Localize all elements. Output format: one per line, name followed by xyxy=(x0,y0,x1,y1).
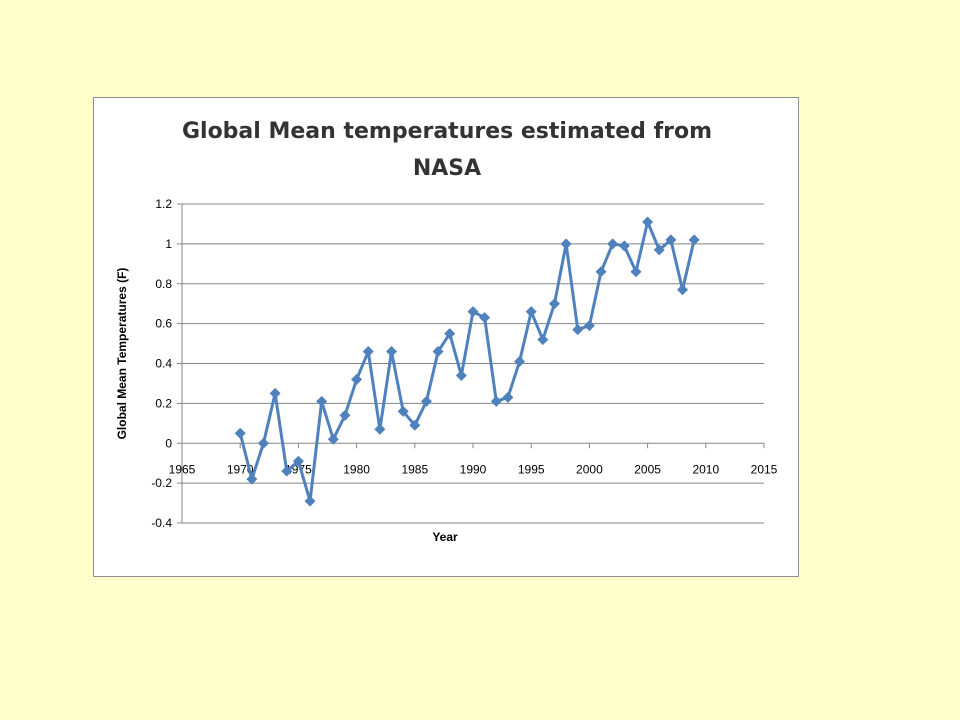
temperature-chart: Global Mean temperatures estimated from N… xyxy=(115,119,778,544)
chart-title: Global Mean temperatures estimated from N… xyxy=(182,119,712,181)
x-tick-label: 2000 xyxy=(576,462,603,476)
y-tick-label: 1 xyxy=(165,237,172,251)
x-tick-label: 1980 xyxy=(343,462,370,476)
x-tick-label: 1990 xyxy=(460,462,487,476)
chart-title-line: NASA xyxy=(413,156,481,181)
x-tick-label: 2015 xyxy=(751,462,778,476)
chart-frame: Global Mean temperatures estimated from N… xyxy=(93,97,799,577)
y-tick-label: -0.4 xyxy=(151,516,172,530)
y-tick-label: 0.2 xyxy=(155,396,172,410)
data-point-marker xyxy=(572,324,584,336)
data-point-marker xyxy=(502,391,514,403)
data-point-marker xyxy=(618,240,630,252)
y-tick-label: 0.6 xyxy=(155,317,172,331)
data-point-marker xyxy=(374,423,386,435)
data-point-marker xyxy=(257,437,269,449)
data-point-marker xyxy=(653,244,665,256)
y-tick-label: -0.2 xyxy=(151,476,172,490)
axes xyxy=(177,203,765,524)
data-point-marker xyxy=(688,234,700,246)
y-tick-labels: -0.4 -0.2 0 0.2 0.4 0.6 0.8 1 1.2 xyxy=(151,197,172,530)
x-tick-label: 1965 xyxy=(169,462,196,476)
data-point-marker xyxy=(642,216,654,228)
x-axis-label: Year xyxy=(432,530,458,544)
x-tick-label: 2005 xyxy=(634,462,661,476)
chart-title-line: Global Mean temperatures estimated from xyxy=(182,119,712,144)
data-point-marker xyxy=(432,346,444,358)
data-point-marker xyxy=(583,320,595,332)
series-line xyxy=(238,220,696,503)
data-point-marker xyxy=(234,427,246,439)
data-point-marker xyxy=(292,455,304,467)
data-point-marker xyxy=(467,306,479,318)
data-point-marker xyxy=(386,346,398,358)
data-point-marker xyxy=(548,298,560,310)
data-point-marker xyxy=(444,328,456,340)
data-point-marker xyxy=(525,306,537,318)
data-point-marker xyxy=(420,395,432,407)
x-tick-label: 1995 xyxy=(518,462,545,476)
x-tick-labels: 1965 1970 1975 1980 1985 1990 1995 2000 2005 2010… xyxy=(169,462,778,476)
gridlines xyxy=(182,203,764,524)
y-tick-label: 0 xyxy=(165,436,172,450)
x-tick-label: 2010 xyxy=(692,462,719,476)
series-temperature xyxy=(234,216,700,507)
y-tick-label: 1.2 xyxy=(155,197,172,211)
data-point-marker xyxy=(409,419,421,431)
x-tick-label: 1985 xyxy=(401,462,428,476)
data-point-marker xyxy=(246,473,258,485)
data-point-marker xyxy=(490,395,502,407)
data-point-marker xyxy=(455,369,467,381)
data-point-marker xyxy=(281,465,293,477)
data-point-marker xyxy=(269,387,281,399)
data-point-marker xyxy=(677,284,689,296)
data-point-marker xyxy=(630,266,642,278)
y-tick-label: 0.4 xyxy=(155,357,172,371)
data-point-marker xyxy=(362,346,374,358)
data-point-marker xyxy=(560,238,572,250)
y-axis-label: Global Mean Temperatures (F) xyxy=(115,268,129,440)
data-point-marker xyxy=(514,356,526,368)
data-point-marker xyxy=(665,234,677,246)
data-point-marker xyxy=(316,395,328,407)
data-point-marker xyxy=(479,312,491,324)
data-point-marker xyxy=(595,266,607,278)
data-point-marker xyxy=(607,238,619,250)
data-point-marker xyxy=(339,409,351,421)
data-point-marker xyxy=(537,334,549,346)
data-point-marker xyxy=(327,433,339,445)
data-point-marker xyxy=(351,373,363,385)
data-point-marker xyxy=(304,495,316,507)
y-tick-label: 0.8 xyxy=(155,277,172,291)
data-point-marker xyxy=(397,405,409,417)
